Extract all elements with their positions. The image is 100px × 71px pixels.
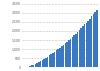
Bar (68, 40, 69, 67)
Bar (45, 58, 47, 67)
Bar (40, 61, 41, 67)
Bar (86, 23, 87, 67)
Bar (42, 60, 43, 67)
Bar (91, 16, 92, 67)
Bar (29, 66, 31, 67)
Bar (43, 59, 45, 67)
Bar (52, 53, 54, 67)
Bar (87, 21, 89, 67)
Bar (56, 50, 57, 67)
Bar (47, 57, 48, 67)
Bar (49, 55, 50, 67)
Bar (72, 37, 73, 67)
Bar (82, 26, 84, 67)
Bar (61, 46, 62, 67)
Bar (80, 28, 82, 67)
Bar (50, 54, 52, 67)
Bar (84, 24, 85, 67)
Bar (38, 62, 40, 67)
Bar (64, 43, 66, 67)
Bar (57, 49, 59, 67)
Bar (54, 52, 56, 67)
Bar (66, 42, 68, 67)
Bar (33, 65, 34, 67)
Bar (93, 14, 94, 67)
Bar (73, 35, 75, 67)
Bar (79, 30, 80, 67)
Bar (89, 19, 91, 67)
Bar (35, 64, 36, 67)
Bar (75, 34, 77, 67)
Bar (96, 10, 98, 67)
Bar (63, 45, 64, 67)
Bar (59, 48, 61, 67)
Bar (94, 12, 96, 67)
Bar (36, 63, 38, 67)
Bar (77, 32, 78, 67)
Bar (31, 65, 33, 67)
Bar (70, 39, 71, 67)
